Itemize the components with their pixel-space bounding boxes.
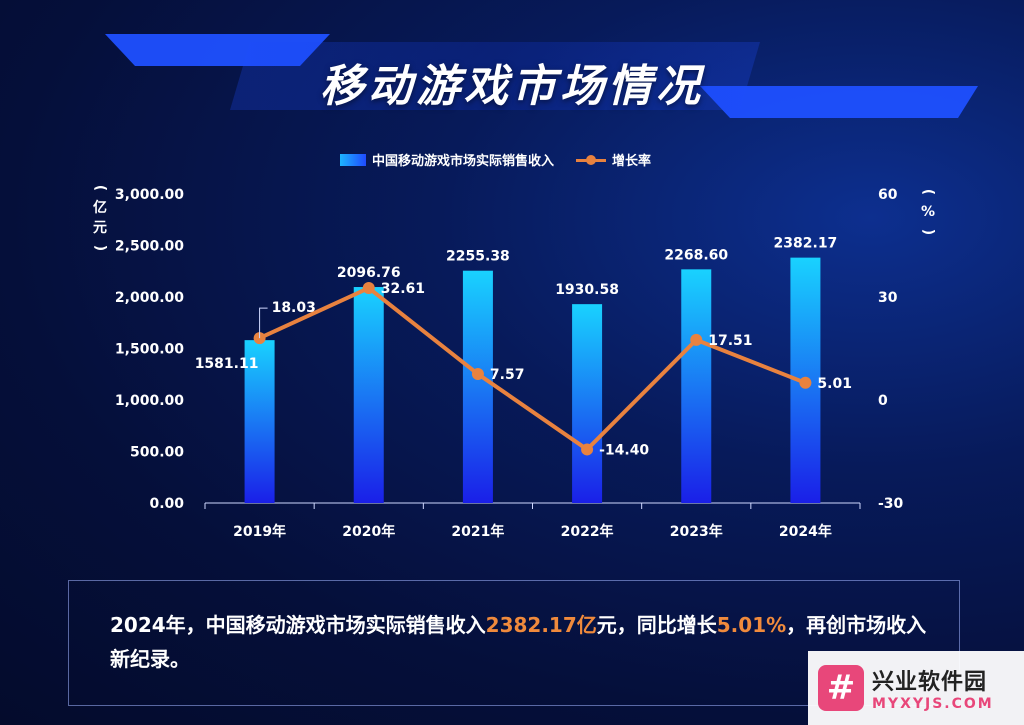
legend-item-revenue: 中国移动游戏市场实际销售收入 — [340, 150, 554, 169]
y-left-tick-label: 3,000.00 — [115, 187, 184, 203]
y-left-tick-label: 2,500.00 — [115, 239, 184, 255]
legend-bar-swatch — [340, 153, 366, 166]
bar-value-label: 2255.38 — [446, 249, 510, 265]
watermark-name: 兴业软件园 — [872, 670, 988, 695]
growth-value-label: 32.61 — [381, 281, 425, 297]
growth-value-label: 17.51 — [708, 333, 752, 349]
bar — [681, 269, 712, 503]
growth-point — [581, 443, 594, 456]
x-tick-label: 2020年 — [342, 523, 395, 540]
bar-value-label: 2268.60 — [664, 247, 728, 263]
x-tick-label: 2019年 — [233, 523, 286, 540]
growth-point — [690, 333, 703, 346]
bar — [353, 287, 384, 503]
title-banner — [105, 34, 978, 118]
right-unit-char-1: % — [920, 204, 936, 220]
right-axis-unit: ( % ) — [918, 182, 938, 242]
bar-value-label: 2096.76 — [337, 265, 401, 281]
bar — [244, 340, 275, 503]
watermark: # 兴业软件园 MYXYJS.COM — [808, 651, 1024, 725]
left-unit-char-2: 元 — [93, 220, 107, 236]
growth-label-leader — [259, 307, 268, 339]
growth-point — [799, 376, 812, 389]
x-tick-label: 2022年 — [561, 523, 614, 540]
summary-part-3: ，再创市场收入新纪录。 — [110, 613, 927, 671]
summary-highlight-revenue: 2382.17亿 — [485, 613, 597, 637]
summary-text: 2024年，中国移动游戏市场实际销售收入2382.17亿元，同比增长5.01%，… — [110, 608, 930, 676]
y-left-tick-label: 500.00 — [130, 445, 184, 461]
left-unit-char-1: 亿 — [93, 200, 107, 216]
combo-chart: 2019年 2020年 2021年 2022年 2023年 2024年 0.00 500.00… — [115, 187, 904, 540]
y-right-tick-label: 0 — [878, 393, 888, 409]
watermark-logo-icon: # — [818, 665, 864, 711]
x-tick-label: 2023年 — [670, 523, 723, 540]
legend-label-growth: 增长率 — [612, 154, 652, 169]
growth-value-label: -14.40 — [599, 442, 649, 458]
legend-line-swatch — [576, 154, 607, 166]
bar-value-label: 2382.17 — [774, 236, 838, 252]
bar — [462, 270, 493, 503]
summary-part-2: 元，同比增长 — [596, 613, 717, 637]
chart-legend: 中国移动游戏市场实际销售收入 增长率 — [340, 150, 651, 169]
summary-part-1: 2024年，中国移动游戏市场实际销售收入 — [110, 613, 486, 637]
watermark-url: MYXYJS.COM — [872, 696, 994, 712]
bar — [572, 304, 603, 503]
growth-value-label: 5.01 — [817, 376, 852, 392]
legend-label-revenue: 中国移动游戏市场实际销售收入 — [372, 154, 555, 169]
y-right-tick-label: 30 — [878, 290, 898, 306]
left-axis-unit: ( 亿 元 ) — [90, 178, 110, 258]
y-left-tick-label: 1,000.00 — [115, 393, 184, 409]
legend-item-growth: 增长率 — [576, 150, 651, 169]
bar-value-label: 1581.11 — [195, 356, 259, 372]
page-title: 移动游戏市场情况 — [320, 61, 704, 112]
growth-value-label: 18.03 — [272, 300, 316, 316]
summary-highlight-growth: 5.01% — [716, 613, 787, 637]
y-right-tick-label: 60 — [878, 187, 898, 203]
bar-value-label: 1930.58 — [555, 282, 619, 298]
y-right-tick-label: -30 — [878, 496, 904, 512]
y-left-tick-label: 1,500.00 — [115, 342, 184, 358]
growth-value-label: 7.57 — [490, 367, 525, 383]
growth-line — [258, 286, 807, 452]
summary-box — [68, 580, 960, 706]
y-left-tick-label: 0.00 — [149, 496, 184, 512]
x-tick-label: 2021年 — [451, 523, 504, 540]
y-left-tick-label: 2,000.00 — [115, 290, 184, 306]
growth-point — [471, 368, 484, 381]
growth-point — [362, 282, 375, 295]
x-tick-label: 2024年 — [779, 523, 832, 540]
